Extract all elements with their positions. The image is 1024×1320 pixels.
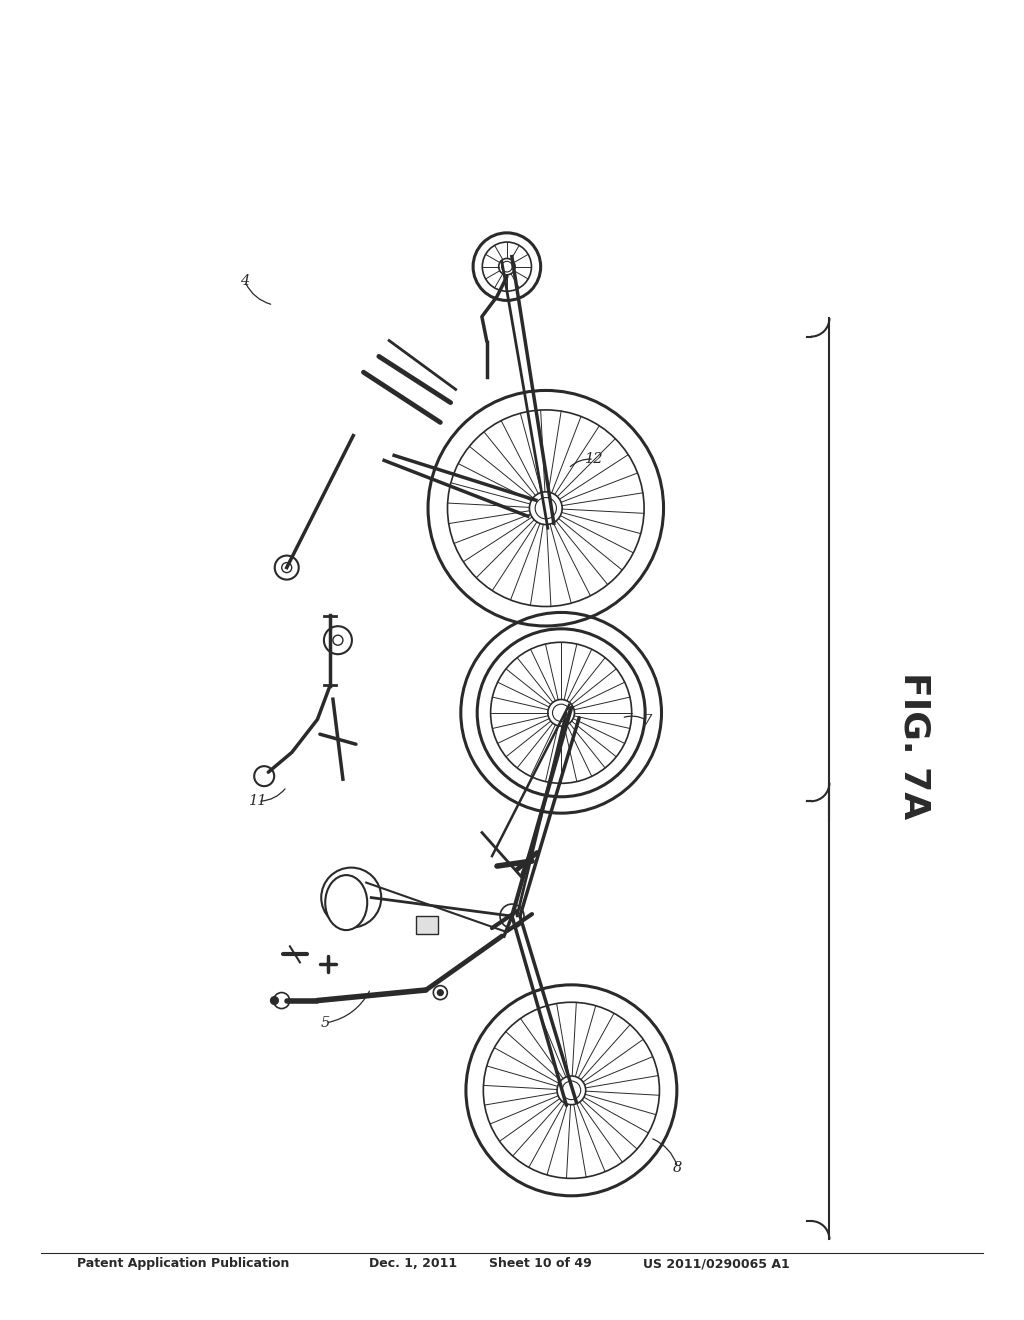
Text: Dec. 1, 2011: Dec. 1, 2011 — [369, 1258, 457, 1270]
Circle shape — [536, 498, 556, 519]
Bar — [416, 916, 438, 935]
Text: 12: 12 — [585, 453, 603, 466]
Text: 4: 4 — [240, 275, 250, 288]
Circle shape — [274, 556, 299, 579]
Circle shape — [270, 997, 279, 1005]
Text: 8: 8 — [673, 1162, 683, 1175]
Circle shape — [333, 635, 343, 645]
Circle shape — [553, 704, 569, 722]
Circle shape — [282, 562, 292, 573]
Text: 5: 5 — [321, 1016, 331, 1030]
Circle shape — [437, 990, 443, 995]
Text: Patent Application Publication: Patent Application Publication — [77, 1258, 289, 1270]
Text: FIG. 7A: FIG. 7A — [897, 672, 932, 820]
Circle shape — [562, 1081, 581, 1100]
Circle shape — [433, 986, 447, 999]
Circle shape — [502, 261, 512, 272]
Circle shape — [254, 766, 274, 787]
Circle shape — [273, 993, 290, 1008]
Text: 7: 7 — [642, 714, 652, 727]
Circle shape — [324, 626, 352, 655]
Circle shape — [500, 904, 524, 928]
Text: 11: 11 — [249, 795, 267, 808]
Ellipse shape — [326, 875, 368, 931]
Text: US 2011/0290065 A1: US 2011/0290065 A1 — [643, 1258, 790, 1270]
Text: Sheet 10 of 49: Sheet 10 of 49 — [489, 1258, 592, 1270]
Circle shape — [322, 867, 381, 928]
